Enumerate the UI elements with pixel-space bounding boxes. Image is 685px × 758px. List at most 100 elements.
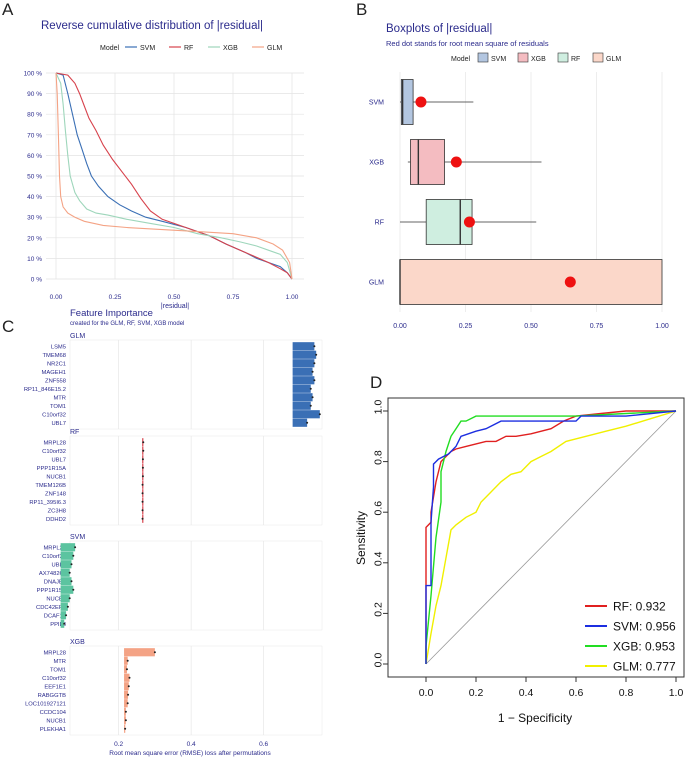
- feature-label: C10orf32: [42, 449, 66, 455]
- legend-label-svm: SVM: 0.956: [613, 620, 676, 634]
- panel-c-feature-importance: Feature Importance created for the GLM, R…: [24, 308, 323, 757]
- y-tick-label: 0.6: [373, 501, 385, 516]
- reference-diagonal: [425, 410, 677, 665]
- feature-label: TOM1: [50, 667, 66, 673]
- feature-label: NUCB1: [46, 596, 66, 602]
- importance-bar: [124, 682, 129, 691]
- facet-panel-rf: [69, 435, 323, 526]
- importance-point: [142, 441, 145, 444]
- feature-label: DNAJB9: [44, 579, 66, 585]
- plot-border: [387, 397, 685, 678]
- importance-point: [309, 387, 312, 390]
- feature-label: DCAF17: [44, 613, 66, 619]
- legend-label-xgb: XGB: [531, 56, 546, 63]
- importance-point: [313, 362, 316, 365]
- feature-label: NUCB1: [46, 718, 66, 724]
- x-tick-label: 0.0: [419, 687, 434, 699]
- feature-label: ZC3H8: [48, 508, 66, 514]
- feature-label: UBL7: [51, 562, 66, 568]
- x-tick-label: 0.50: [524, 323, 538, 330]
- importance-bar: [292, 393, 313, 402]
- chart-subtitle: Red dot stands for root mean square of r…: [386, 39, 549, 48]
- y-tick-label: 40 %: [27, 194, 42, 201]
- x-tick-label: 0.75: [590, 323, 604, 330]
- feature-label: TOM1: [50, 404, 66, 410]
- feature-label: DDHD2: [46, 517, 66, 523]
- y-axis-label: Sensitivity: [354, 511, 368, 565]
- legend-key-svm: [477, 52, 489, 63]
- importance-point: [141, 500, 144, 503]
- importance-bar: [60, 619, 65, 628]
- importance-bar: [60, 577, 72, 586]
- y-tick-label: 0.8: [373, 450, 385, 465]
- importance-point: [124, 719, 127, 722]
- y-tick-label: 1.0: [373, 400, 385, 415]
- importance-point: [141, 466, 144, 469]
- importance-point: [72, 588, 75, 591]
- legend-label-svm: SVM: [140, 45, 155, 52]
- importance-point: [126, 659, 129, 662]
- importance-point: [311, 396, 314, 399]
- importance-point: [153, 651, 156, 654]
- importance-bar: [60, 594, 70, 603]
- importance-bar: [60, 560, 72, 569]
- x-axis-label: |residual|: [161, 303, 189, 310]
- legend-title: Model: [451, 56, 471, 63]
- legend-label-glm: GLM: [267, 45, 282, 52]
- feature-label: TMEM126B: [35, 483, 66, 489]
- feature-label: RP11_846E15.2: [24, 387, 66, 393]
- facet-panel-glm: [69, 339, 323, 430]
- rmse-dot-svm: [415, 96, 427, 108]
- importance-bar: [292, 410, 320, 419]
- box-svm: [400, 79, 414, 125]
- importance-point: [141, 475, 144, 478]
- importance-point: [141, 509, 144, 512]
- importance-point: [68, 571, 71, 574]
- legend-label-xgb: XGB: [223, 45, 238, 52]
- importance-point: [318, 413, 321, 416]
- importance-point: [141, 458, 144, 461]
- importance-point: [70, 563, 73, 566]
- legend-label-rf: RF: 0.932: [613, 600, 666, 614]
- legend-title: Model: [100, 45, 120, 52]
- x-tick-label: 1.00: [655, 323, 669, 330]
- feature-label: NR2C1: [47, 361, 66, 367]
- importance-point: [141, 483, 144, 486]
- importance-point: [309, 404, 312, 407]
- x-tick-label: 0.4: [519, 687, 534, 699]
- importance-point: [124, 710, 127, 713]
- importance-bar: [60, 551, 74, 560]
- feature-label: EEF1E1: [44, 684, 66, 690]
- importance-bar: [292, 376, 315, 385]
- importance-point: [124, 727, 127, 730]
- feature-label: PPP1R15A: [37, 588, 66, 594]
- feature-label: TMEM68: [42, 353, 66, 359]
- importance-bar: [292, 367, 313, 376]
- importance-point: [313, 345, 316, 348]
- importance-point: [65, 614, 68, 617]
- importance-point: [142, 449, 145, 452]
- x-tick-label: 0.6: [569, 687, 584, 699]
- importance-point: [125, 668, 128, 671]
- roc-curve-svm: [425, 410, 677, 664]
- series-line-svm: [55, 72, 293, 280]
- feature-label: UBL7: [51, 457, 66, 463]
- panel-a-reverse-cdf: Reverse cumulative distribution of |resi…: [24, 20, 304, 310]
- importance-bar: [292, 359, 315, 368]
- feature-label: PPIL3: [50, 622, 66, 628]
- panel-letter-a: A: [2, 0, 14, 19]
- feature-label: UBL7: [51, 421, 66, 427]
- feature-label: MRPL28: [43, 545, 66, 551]
- feature-label: MTR: [53, 659, 66, 665]
- y-tick-label: 90 %: [27, 91, 42, 98]
- legend-label-svm: SVM: [491, 56, 506, 63]
- y-tick-label: 0.0: [373, 653, 385, 668]
- feature-label: MRPL28: [43, 650, 66, 656]
- feature-label: MRPL28: [43, 440, 66, 446]
- x-tick-label: 0.00: [393, 323, 407, 330]
- panel-d-roc: 0.0 0.2 0.4 0.6 0.8 1.0 0.0 0.2 0.4 0.6 0.8 1.0 1 − …: [354, 397, 685, 725]
- feature-label: MAGEH1: [42, 370, 66, 376]
- x-tick-label: 0.4: [187, 741, 196, 748]
- importance-bar: [60, 611, 67, 620]
- importance-bar: [124, 665, 127, 674]
